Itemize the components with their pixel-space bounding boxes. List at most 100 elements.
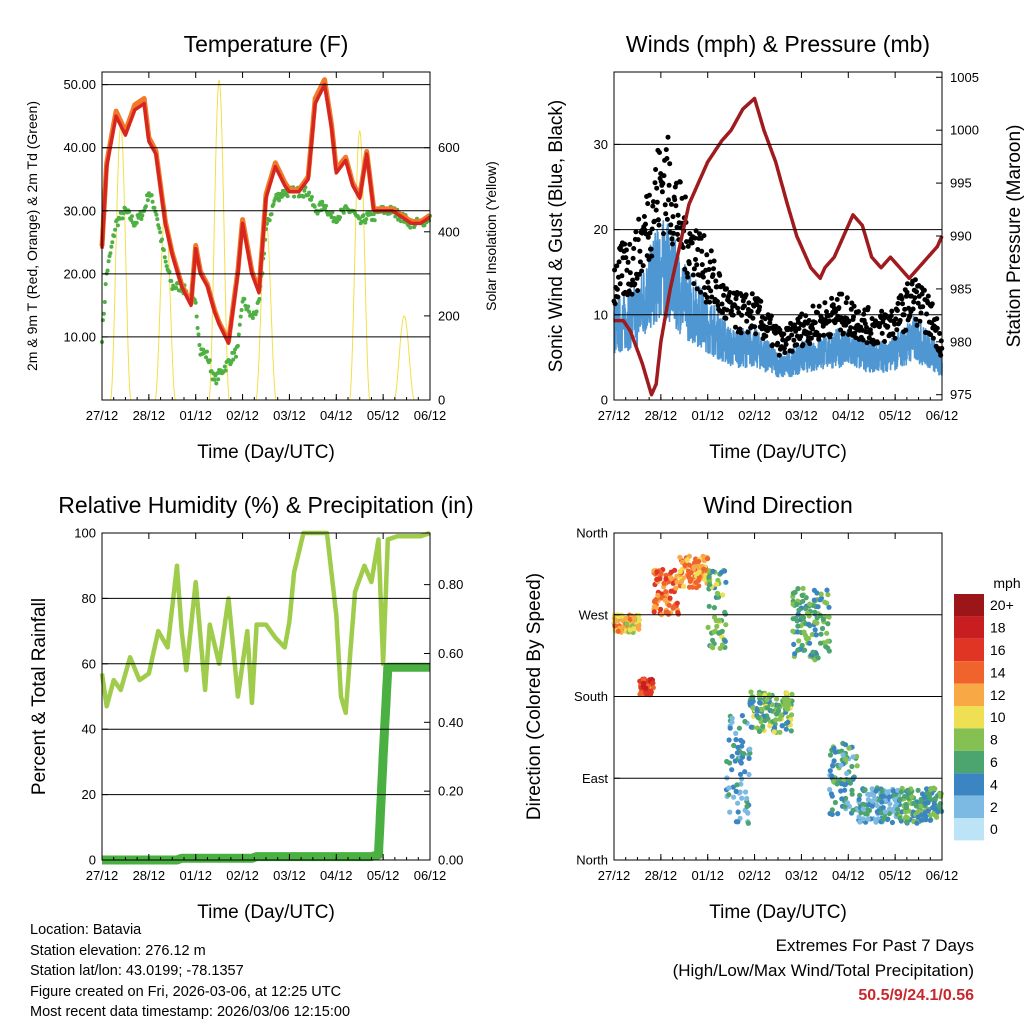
direction-point: [899, 809, 905, 815]
direction-point: [616, 614, 622, 620]
gust-point: [824, 309, 829, 315]
gust-point: [714, 284, 720, 290]
direction-point: [935, 808, 941, 814]
gust-point: [720, 282, 726, 288]
dewpoint-point: [269, 212, 274, 217]
direction-point: [889, 819, 896, 826]
direction-point: [857, 792, 863, 798]
gust-point: [885, 324, 891, 329]
y-tick-label: 60: [82, 656, 96, 671]
direction-point: [785, 719, 791, 726]
direction-point: [811, 587, 818, 593]
gust-point: [767, 320, 773, 326]
gust-point: [654, 199, 660, 205]
y-tick-label: 50.00: [63, 77, 96, 92]
direction-point: [866, 807, 873, 814]
gust-point: [727, 299, 733, 305]
direction-point: [681, 583, 687, 589]
dewpoint-point: [363, 220, 368, 225]
gust-point: [921, 287, 927, 293]
dewpoint-point: [108, 251, 113, 256]
colorbar-swatch: [954, 594, 984, 617]
direction-point: [846, 777, 852, 783]
direction-point: [898, 789, 905, 795]
dewpoint-point: [234, 354, 238, 359]
direction-point: [858, 810, 864, 816]
temp-2m-line: [100, 82, 432, 345]
direction-point: [878, 810, 885, 816]
colorbar-label: 12: [990, 687, 1006, 703]
colorbar-label: 18: [990, 620, 1006, 636]
gust-point: [710, 272, 716, 278]
extremes-subtitle: (High/Low/Max Wind/Total Precipitation): [672, 961, 974, 980]
colorbar-swatch: [954, 638, 984, 662]
dewpoint-point: [232, 350, 237, 355]
gust-point: [724, 307, 730, 313]
direction-point: [791, 641, 797, 648]
gust-point: [840, 330, 846, 336]
direction-point: [734, 750, 741, 756]
direction-point: [739, 795, 745, 801]
gust-point: [775, 340, 781, 346]
x-tick-label: 27/12: [598, 408, 631, 423]
y2-tick-label: 200: [438, 308, 460, 323]
gust-point: [627, 270, 633, 276]
gust-point: [673, 203, 679, 209]
dewpoint-point: [254, 309, 259, 314]
gust-point: [640, 263, 646, 269]
direction-point: [744, 803, 750, 810]
direction-point: [696, 569, 702, 575]
dewpoint-point: [115, 223, 120, 228]
gust-point: [925, 293, 931, 299]
gust-point: [646, 257, 652, 262]
direction-point: [792, 651, 798, 657]
direction-point: [803, 606, 809, 612]
gust-point: [905, 281, 910, 287]
direction-point: [815, 604, 821, 610]
gust-point: [930, 335, 936, 341]
gust-point: [615, 294, 621, 300]
dewpoint-point: [372, 218, 377, 223]
gust-point: [914, 289, 919, 295]
direction-point: [849, 787, 855, 794]
direction-point: [747, 746, 753, 752]
direction-point: [779, 723, 785, 729]
gust-point: [882, 339, 887, 344]
gust-point: [868, 330, 874, 336]
gust-point: [639, 268, 645, 274]
direction-point: [826, 604, 832, 610]
direction-point: [918, 803, 924, 809]
gust-point: [768, 313, 774, 319]
direction-point: [800, 615, 807, 621]
gust-point: [708, 288, 714, 294]
direction-point: [826, 614, 832, 620]
gust-point: [699, 248, 705, 254]
direction-point: [745, 820, 752, 826]
direction-point: [677, 568, 683, 575]
colorbar-label: 6: [990, 754, 998, 770]
gust-point: [675, 212, 681, 218]
y-axis-label: Percent & Total Rainfall: [29, 598, 50, 795]
gust-point: [697, 231, 702, 237]
direction-point: [794, 601, 800, 608]
gust-point: [727, 290, 733, 295]
direction-point: [809, 631, 816, 638]
colorbar-swatch: [954, 683, 984, 706]
direction-point: [817, 597, 823, 603]
colorbar-swatch: [954, 773, 984, 796]
gust-point: [934, 325, 940, 331]
direction-point: [829, 773, 835, 779]
gust-point: [674, 224, 680, 230]
gust-point: [670, 214, 676, 220]
gust-point: [694, 262, 700, 268]
gust-point: [637, 259, 643, 265]
direction-point: [742, 718, 748, 725]
direction-point: [856, 796, 862, 802]
gust-point: [630, 255, 636, 261]
gust-point: [637, 248, 643, 254]
direction-point: [827, 768, 833, 774]
direction-point: [862, 787, 868, 793]
gust-point: [685, 274, 691, 280]
direction-point: [740, 739, 746, 745]
direction-point: [824, 587, 830, 593]
